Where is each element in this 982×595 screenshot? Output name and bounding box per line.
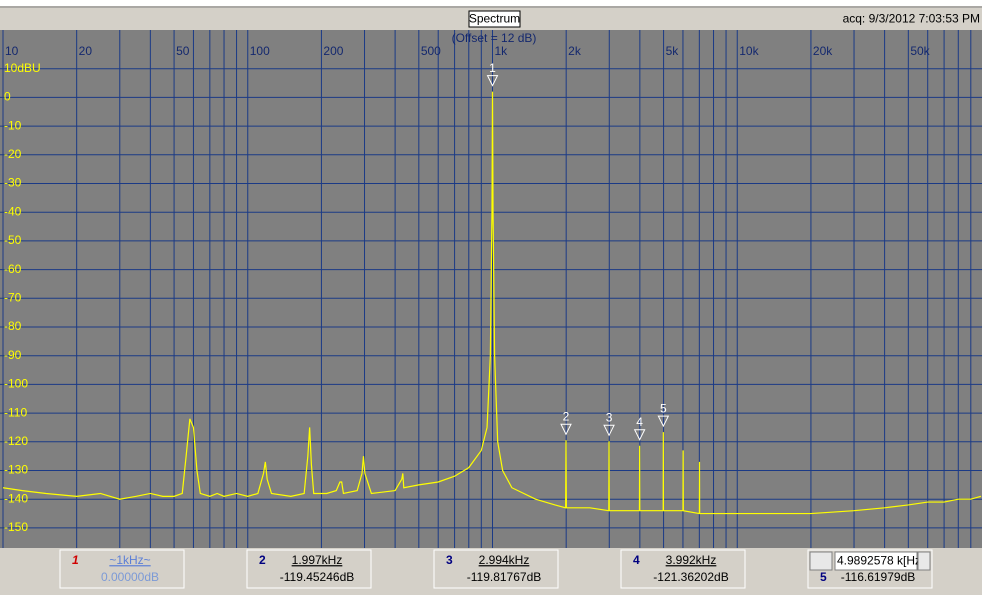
y-tick-label: -10 [4,118,22,132]
x-tick-label: 1k [495,44,509,58]
y-tick-label: -140 [4,491,28,505]
y-tick-label: 0 [4,90,11,104]
marker-index: 5 [820,570,827,584]
y-tick-label: -120 [4,434,28,448]
x-tick-label: 100 [250,44,270,58]
x-tick-label: 2k [568,44,582,58]
x-tick-label: 10k [739,44,759,58]
marker-label: 4 [636,415,643,429]
marker-box [246,549,372,589]
marker-index: 4 [633,553,640,567]
marker-triangle [657,415,670,428]
spinner [917,551,931,571]
y-tick-label: -90 [4,348,22,362]
marker-index: 3 [446,553,453,567]
marker-triangle [560,423,572,436]
y-tick-label: -30 [4,176,22,190]
top-strip [0,0,982,6]
freq-input-text: 4.9892578 k[Hz] [837,554,924,568]
y-tick-label: -40 [4,204,22,218]
x-tick-label: 10 [5,44,19,58]
x-tick-label: 50k [910,44,930,58]
title: Spectrum [469,12,520,26]
marker-box [433,549,559,589]
acquired-time: acq: 9/3/2012 7:03:53 PM [843,12,980,26]
marker-freq: 3.992kHz [666,553,717,567]
marker-freq: ~1kHz~ [109,553,150,567]
y-tick-label: -50 [4,233,22,247]
title-box [468,10,521,28]
y-tick-label: 10dBU [4,61,41,75]
x-tick-label: 200 [323,44,343,58]
marker-triangle [486,75,499,87]
y-tick-label: -70 [4,290,22,304]
marker-freq: 2.994kHz [479,553,530,567]
y-tick-label: -100 [4,377,28,391]
y-tick-label: -60 [4,262,22,276]
y-tick-label: -80 [4,319,22,333]
marker-label: 3 [606,410,613,424]
x-tick-label: 20 [79,44,93,58]
freq-input[interactable] [834,551,918,571]
y-tick-label: -130 [4,463,28,477]
marker-freq: 1.997kHz [292,553,343,567]
marker-box [59,549,185,589]
marker-level: -119.81767dB [467,570,542,584]
y-tick-label: -150 [4,520,28,534]
x-tick-label: 500 [421,44,441,58]
x-tick-label: 50 [176,44,190,58]
marker-index: 1 [72,553,79,567]
marker-triangle [633,429,646,441]
marker-label: 2 [563,409,570,423]
marker-index: 2 [259,553,266,567]
marker-level: -116.61979dB [841,570,916,584]
marker-level: -119.45246dB [280,570,355,584]
y-tick-label: -110 [4,405,27,419]
marker-level: -121.36202dB [653,570,728,584]
marker-triangle [603,424,615,437]
marker-box [620,549,746,589]
spinner [809,551,833,571]
x-tick-label: 20k [813,44,833,58]
spectrum-trace [2,91,982,515]
marker-level: 0.00000dB [101,570,159,584]
x-tick-label: 5k [666,44,680,58]
offset-annotation: (Offset = 12 dB) [452,31,537,45]
marker-label: 1 [489,61,496,75]
y-tick-label: -20 [4,147,22,161]
marker-label: 5 [660,401,667,415]
